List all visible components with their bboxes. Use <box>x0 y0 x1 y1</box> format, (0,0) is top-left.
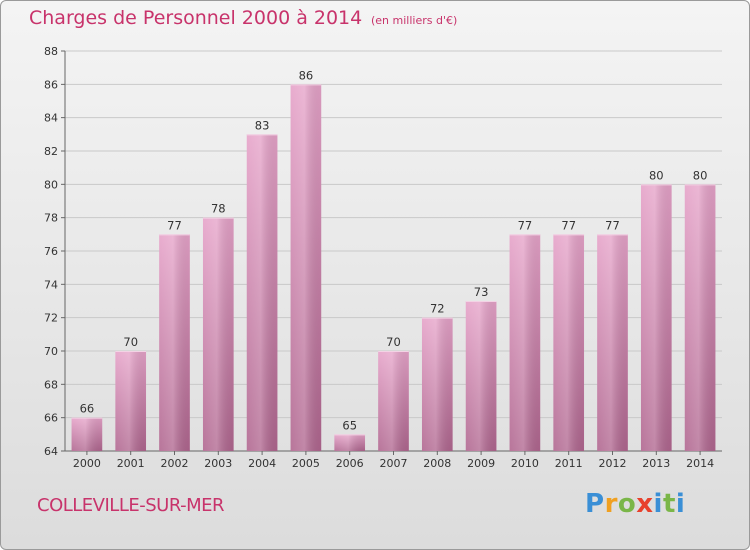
data-label-2014: 80 <box>693 168 708 182</box>
data-label-2007: 70 <box>386 335 401 349</box>
logo-letter: o <box>617 489 637 519</box>
y-tick-labels: 64 66 68 70 72 74 76 78 80 82 84 86 88 <box>44 45 58 458</box>
data-label-2004: 83 <box>255 118 270 132</box>
chart-subtitle: (en milliers d'€) <box>371 14 458 27</box>
chart-title: Charges de Personnel 2000 à 2014 <box>29 7 363 29</box>
logo-letter: x <box>636 489 654 519</box>
x-tick-label: 2005 <box>292 457 320 470</box>
x-tick-label: 2007 <box>380 457 408 470</box>
bar-sheen-2013 <box>640 184 672 452</box>
bar-sheen-2008 <box>421 317 453 451</box>
data-label-2010: 77 <box>518 218 533 232</box>
x-tick-label: 2004 <box>248 457 276 470</box>
bar-sheen-2002 <box>159 234 190 451</box>
bar-sheen-2001 <box>115 351 147 451</box>
bar-sheen-2003 <box>202 217 234 451</box>
x-tick-label: 2012 <box>599 457 627 470</box>
bar-sheen-2006 <box>334 434 366 451</box>
y-tick-label: 82 <box>44 145 58 158</box>
x-tick-label: 2000 <box>73 457 101 470</box>
bar-sheen-2005 <box>290 84 322 451</box>
data-label-2008: 72 <box>430 302 445 316</box>
data-labels: 66 70 77 78 83 86 65 70 72 73 77 77 77 80 80 <box>80 68 708 432</box>
y-tick-label: 86 <box>44 78 58 91</box>
y-tick-label: 80 <box>44 178 58 191</box>
bar-sheen-2004 <box>246 134 278 452</box>
bars <box>71 84 716 452</box>
x-tick-label: 2006 <box>336 457 364 470</box>
logo-letter: i <box>675 489 686 519</box>
x-tick-label: 2008 <box>423 457 451 470</box>
data-label-2001: 70 <box>123 335 138 349</box>
logo-letter: t <box>662 489 676 519</box>
logo-letter: P <box>585 489 605 519</box>
x-tick-label: 2011 <box>555 457 583 470</box>
y-tick-label: 70 <box>44 345 58 358</box>
x-tick-label: 2010 <box>511 457 539 470</box>
logo-letter: r <box>604 489 618 519</box>
y-tick-label: 74 <box>44 278 58 291</box>
data-label-2013: 80 <box>649 168 664 182</box>
y-tick-label: 72 <box>44 312 58 325</box>
x-tick-label: 2014 <box>686 457 714 470</box>
bar-sheen-2007 <box>378 351 409 451</box>
x-tick-label: 2001 <box>117 457 145 470</box>
y-tick-label: 64 <box>44 445 58 458</box>
data-label-2012: 77 <box>605 218 620 232</box>
y-tick-label: 78 <box>44 212 58 225</box>
x-tick-label: 2009 <box>467 457 495 470</box>
data-label-2009: 73 <box>474 285 489 299</box>
location-name: COLLEVILLE-SUR-MER <box>37 495 225 516</box>
y-tick-label: 68 <box>44 378 58 391</box>
data-label-2006: 65 <box>342 418 357 432</box>
y-tick-label: 88 <box>44 45 58 58</box>
data-label-2011: 77 <box>561 218 576 232</box>
bar-sheen-2010 <box>509 234 541 451</box>
data-label-2002: 77 <box>167 218 182 232</box>
y-tick-label: 84 <box>44 112 58 125</box>
y-tick-label: 66 <box>44 412 58 425</box>
bar-sheen-2014 <box>684 184 716 452</box>
x-tick-label: 2013 <box>642 457 670 470</box>
x-tick-label: 2002 <box>161 457 189 470</box>
bar-sheen-2012 <box>597 234 628 451</box>
x-tick-labels: 2000 2001 2002 2003 2004 2005 2006 2007 2008 2009… <box>73 451 714 470</box>
bar-sheen-2000 <box>71 417 103 451</box>
bar-sheen-2009 <box>465 301 497 451</box>
y-tick-label: 76 <box>44 245 58 258</box>
logo-letter: i <box>653 489 663 519</box>
data-label-2005: 86 <box>299 68 314 82</box>
data-label-2003: 78 <box>211 202 226 216</box>
proxiti-logo: Proxiti <box>585 489 685 519</box>
data-label-2000: 66 <box>80 402 95 416</box>
x-tick-label: 2003 <box>204 457 232 470</box>
bar-sheen-2011 <box>553 234 585 451</box>
